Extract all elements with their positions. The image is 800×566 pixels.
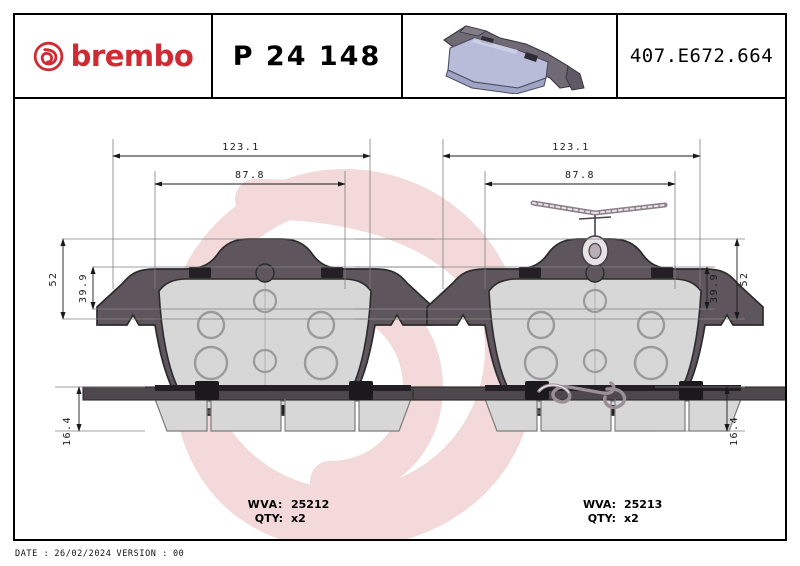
drawing-frame-border xyxy=(13,13,787,541)
right-side-view xyxy=(412,380,785,432)
right-dim-width-outer: 123.1 xyxy=(442,139,701,289)
header-cell-product-code: P 24 148 xyxy=(213,15,403,97)
right-dim-thickness: 16.4 xyxy=(655,386,745,446)
left-wva-label: WVA: xyxy=(248,498,283,511)
part-number: 407.E672.664 xyxy=(629,45,774,67)
right-dim-16-label: 16.4 xyxy=(729,416,740,446)
brembo-logo: brembo xyxy=(33,41,194,72)
brembo-wordmark: brembo xyxy=(70,38,194,73)
right-dim-39-label: 39.9 xyxy=(709,273,720,303)
footer-date-label: DATE : xyxy=(15,549,50,559)
left-dim-52-label: 52 xyxy=(48,271,59,286)
right-dim-52-label: 52 xyxy=(739,271,750,286)
header-cell-logo: brembo xyxy=(15,15,213,97)
header-cell-part-number: 407.E672.664 xyxy=(618,15,785,97)
left-dim-123-label: 123.1 xyxy=(222,142,260,153)
header-divider xyxy=(15,97,785,99)
right-pad-drawing: 123.1 87.8 52 3 xyxy=(355,139,785,446)
right-dim-height-inner: 39.9 xyxy=(355,266,720,310)
drawing-canvas: 123.1 87.8 52 xyxy=(15,99,785,539)
right-wva-label: WVA: xyxy=(583,498,616,511)
right-qty-label: QTY: xyxy=(588,512,616,525)
right-pad-info: WVA: 25213 QTY: x2 xyxy=(583,498,662,525)
product-code: P 24 148 xyxy=(232,40,382,72)
left-dim-16-label: 16.4 xyxy=(62,416,73,446)
side-view-sensor-icon xyxy=(537,381,627,410)
right-dim-87-label: 87.8 xyxy=(565,170,595,181)
left-dim-width-inner: 87.8 xyxy=(154,170,346,289)
right-qty-value: x2 xyxy=(624,512,639,525)
right-dim-123-label: 123.1 xyxy=(552,142,590,153)
left-wva-value: 25212 xyxy=(291,498,329,511)
left-dim-39-label: 39.9 xyxy=(78,273,89,303)
right-wva-value: 25213 xyxy=(624,498,662,511)
header-bar: brembo P 24 148 xyxy=(15,15,785,97)
left-qty-label: QTY: xyxy=(255,512,283,525)
footer-version-label: VERSION : xyxy=(116,549,168,559)
left-dim-thickness: 16.4 xyxy=(55,386,145,446)
right-dim-width-inner: 87.8 xyxy=(484,170,676,289)
left-pad-drawing: 123.1 87.8 52 xyxy=(48,139,484,446)
footer-version-value: 00 xyxy=(172,549,185,559)
right-dim-height-outer: 52 xyxy=(355,238,750,320)
left-qty-value: x2 xyxy=(291,512,306,525)
brembo-circle-logo-icon xyxy=(33,41,64,72)
footer-date-value: 26/02/2024 xyxy=(54,549,112,559)
footer-bar: DATE : 26/02/2024 VERSION : 00 xyxy=(15,546,785,562)
left-pad-info: WVA: 25212 QTY: x2 xyxy=(248,498,330,525)
brake-pad-3d-render-icon xyxy=(422,14,597,98)
left-dim-width-outer: 123.1 xyxy=(112,139,371,289)
header-cell-product-image xyxy=(403,15,618,97)
left-dim-87-label: 87.8 xyxy=(235,170,265,181)
